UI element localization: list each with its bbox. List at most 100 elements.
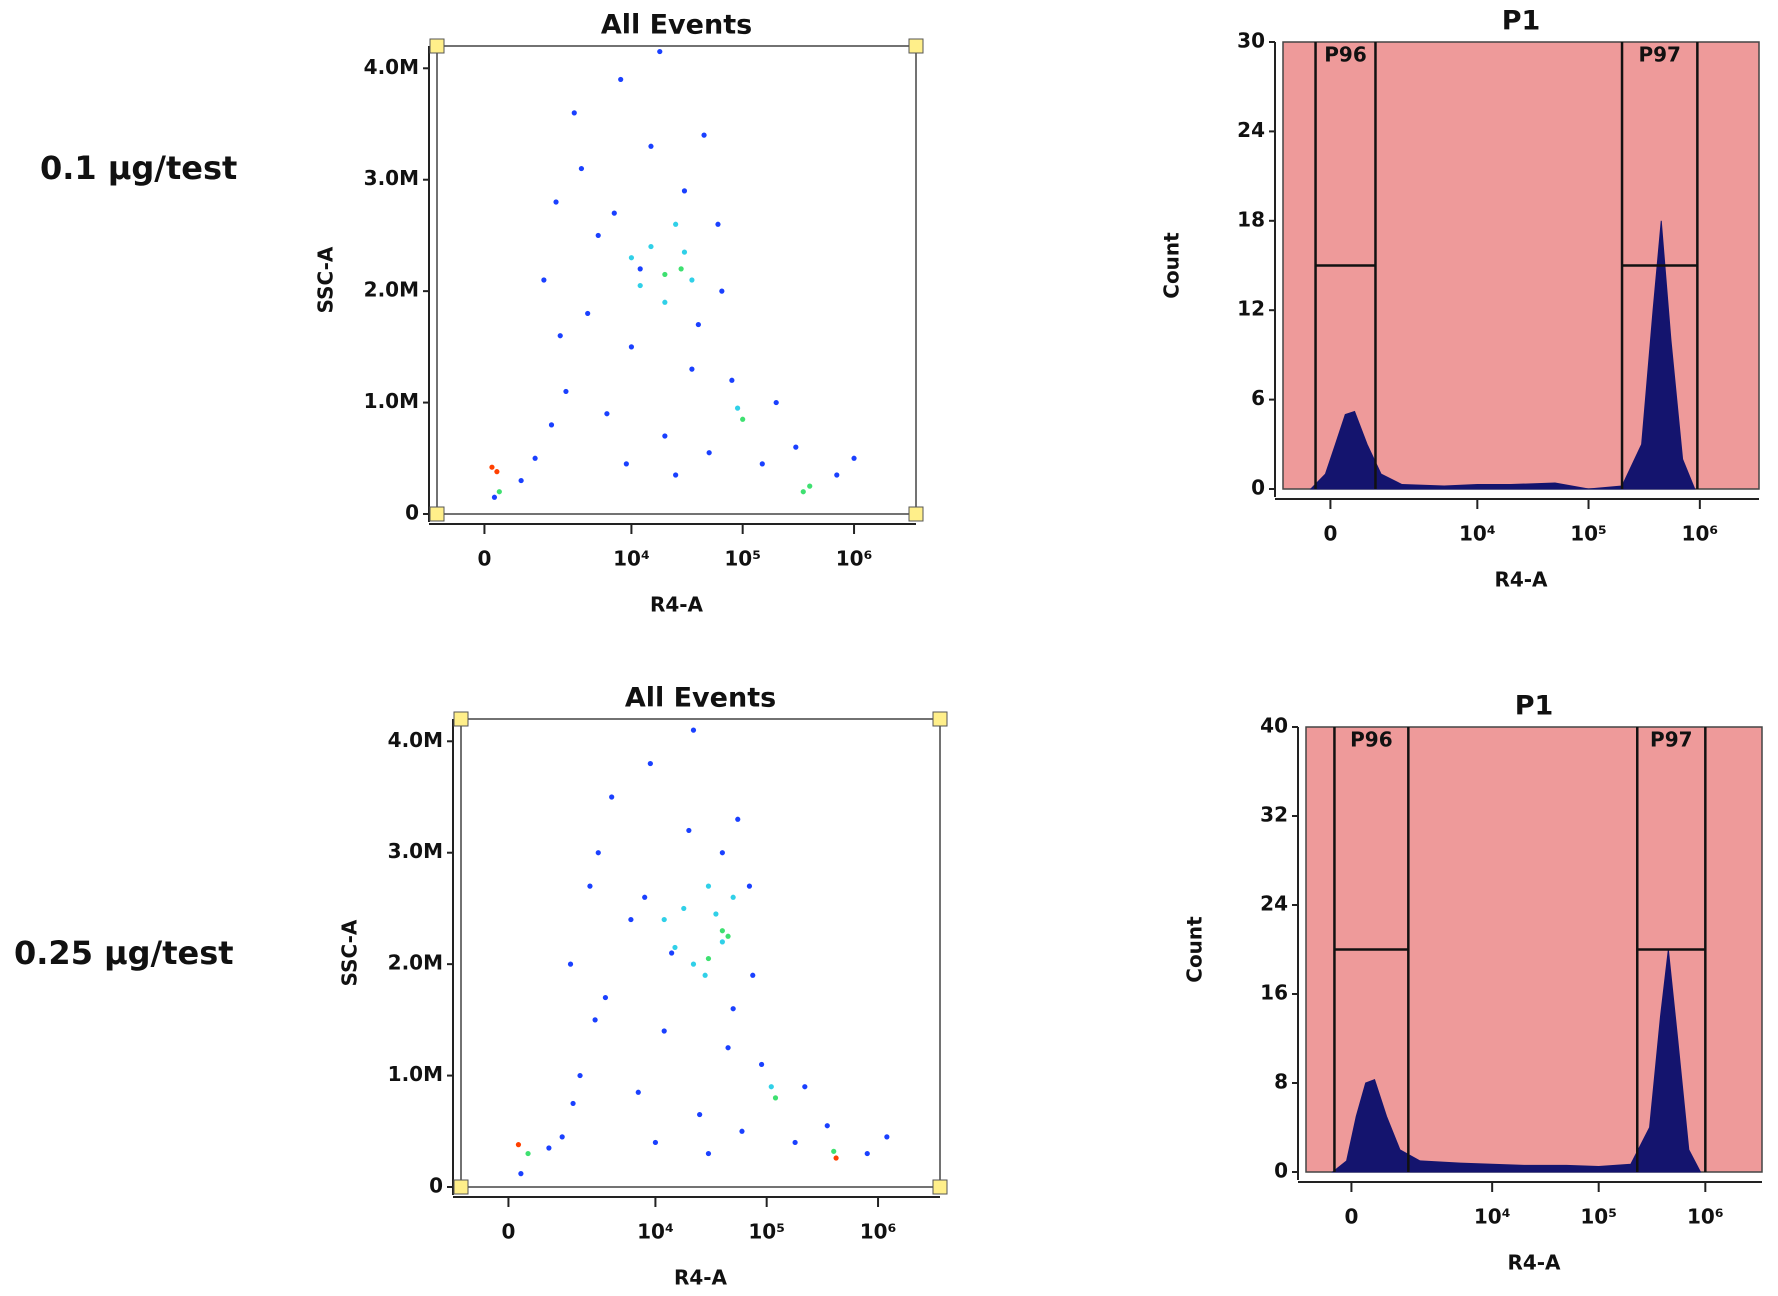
event-dot bbox=[792, 1139, 798, 1146]
histogram-area bbox=[1309, 220, 1696, 490]
gate-handle bbox=[932, 711, 948, 727]
y-tick-label: 4.0M bbox=[364, 55, 419, 79]
x-tick-label: 10⁵ bbox=[1580, 1205, 1617, 1229]
gate-handle bbox=[429, 38, 445, 54]
event-dot bbox=[489, 464, 495, 470]
event-dot bbox=[702, 972, 708, 978]
event-dot bbox=[719, 939, 725, 945]
y-axis-label: Count bbox=[1160, 232, 1184, 299]
event-dot bbox=[824, 1123, 830, 1129]
x-tick-label: 10⁵ bbox=[724, 547, 761, 571]
y-axis-label: Count bbox=[1183, 916, 1207, 983]
event-dot bbox=[662, 299, 668, 305]
event-dot bbox=[595, 232, 601, 239]
event-dot bbox=[525, 1150, 531, 1157]
event-dot bbox=[834, 472, 840, 478]
x-tick-label: 10⁶ bbox=[1687, 1205, 1724, 1229]
panel-label: 0.25 μg/test bbox=[14, 934, 234, 972]
event-dot bbox=[518, 1171, 524, 1177]
event-dot bbox=[772, 1095, 779, 1101]
gate-handle bbox=[908, 506, 924, 522]
event-dot bbox=[681, 905, 687, 912]
event-dot bbox=[496, 489, 502, 495]
event-dot bbox=[705, 955, 712, 962]
event-dot bbox=[578, 165, 585, 172]
event-dot bbox=[746, 883, 753, 889]
y-tick-label: 18 bbox=[1237, 207, 1265, 231]
chart-title: All Events bbox=[625, 683, 776, 714]
y-tick-label: 4.0M bbox=[388, 728, 443, 752]
event-dot bbox=[609, 794, 615, 800]
event-dot bbox=[681, 188, 688, 194]
x-tick-label: 0 bbox=[501, 1220, 515, 1244]
event-dot bbox=[802, 1084, 808, 1090]
event-dot bbox=[773, 399, 779, 406]
y-axis-label: SSC-A bbox=[338, 919, 362, 986]
event-dot bbox=[706, 450, 712, 456]
event-dot bbox=[647, 760, 653, 767]
y-tick-label: 0 bbox=[429, 1174, 443, 1198]
event-dot bbox=[548, 422, 555, 428]
event-dot bbox=[730, 894, 736, 900]
event-dot bbox=[851, 455, 857, 461]
chart-title: All Events bbox=[601, 10, 752, 41]
y-tick-label: 6 bbox=[1251, 386, 1265, 410]
event-dot bbox=[735, 816, 741, 822]
event-dot bbox=[750, 972, 756, 978]
event-dot bbox=[719, 928, 725, 934]
event-dot bbox=[648, 243, 654, 250]
x-tick-label: 10⁴ bbox=[1459, 522, 1496, 546]
event-dot bbox=[705, 1150, 712, 1157]
event-dot bbox=[571, 110, 577, 116]
x-axis-label: R4-A bbox=[1494, 568, 1548, 592]
event-dot bbox=[635, 1089, 641, 1095]
event-dot bbox=[686, 827, 692, 834]
x-tick-label: 0 bbox=[477, 547, 491, 571]
panel-label: 0.1 μg/test bbox=[40, 149, 237, 187]
event-dot bbox=[695, 321, 701, 328]
x-tick-label: 10⁶ bbox=[1682, 522, 1719, 546]
event-dot bbox=[661, 916, 667, 923]
y-tick-label: 40 bbox=[1260, 714, 1288, 738]
x-tick-label: 10⁴ bbox=[637, 1220, 674, 1244]
chart-title: P1 bbox=[1502, 6, 1541, 37]
event-dot bbox=[734, 405, 741, 411]
event-dot bbox=[618, 76, 624, 83]
event-dot bbox=[595, 850, 601, 856]
event-dot bbox=[592, 1017, 598, 1023]
event-dot bbox=[740, 416, 746, 422]
event-dot bbox=[864, 1150, 870, 1157]
gate-handle bbox=[429, 506, 445, 522]
event-dot bbox=[673, 221, 679, 227]
event-dot bbox=[553, 199, 559, 205]
event-dot bbox=[719, 288, 725, 294]
event-dot bbox=[637, 282, 643, 289]
event-dot bbox=[758, 1061, 765, 1068]
plot-area bbox=[436, 45, 917, 515]
gate-handle bbox=[453, 1179, 469, 1195]
plot-area bbox=[460, 718, 941, 1188]
event-dot bbox=[652, 1139, 659, 1146]
x-tick-label: 10⁶ bbox=[836, 547, 873, 571]
event-dot bbox=[637, 266, 643, 272]
y-tick-label: 3.0M bbox=[388, 839, 443, 863]
event-dot bbox=[491, 494, 498, 500]
event-dot bbox=[563, 388, 569, 395]
event-dot bbox=[672, 944, 678, 951]
x-tick-label: 10⁵ bbox=[1570, 522, 1607, 546]
y-tick-label: 2.0M bbox=[388, 951, 443, 975]
x-axis-label: R4-A bbox=[650, 593, 704, 617]
gate-name: P97 bbox=[1650, 728, 1693, 752]
event-dot bbox=[628, 255, 635, 261]
event-dot bbox=[768, 1084, 774, 1090]
y-tick-label: 16 bbox=[1260, 981, 1288, 1005]
x-tick-label: 0 bbox=[1344, 1205, 1358, 1229]
event-dot bbox=[800, 489, 806, 495]
event-dot bbox=[730, 1006, 736, 1012]
event-dot bbox=[515, 1142, 522, 1148]
event-dot bbox=[567, 961, 574, 967]
y-tick-label: 24 bbox=[1237, 118, 1265, 142]
event-dot bbox=[628, 916, 634, 923]
event-dot bbox=[689, 277, 695, 283]
y-tick-label: 1.0M bbox=[388, 1062, 443, 1086]
